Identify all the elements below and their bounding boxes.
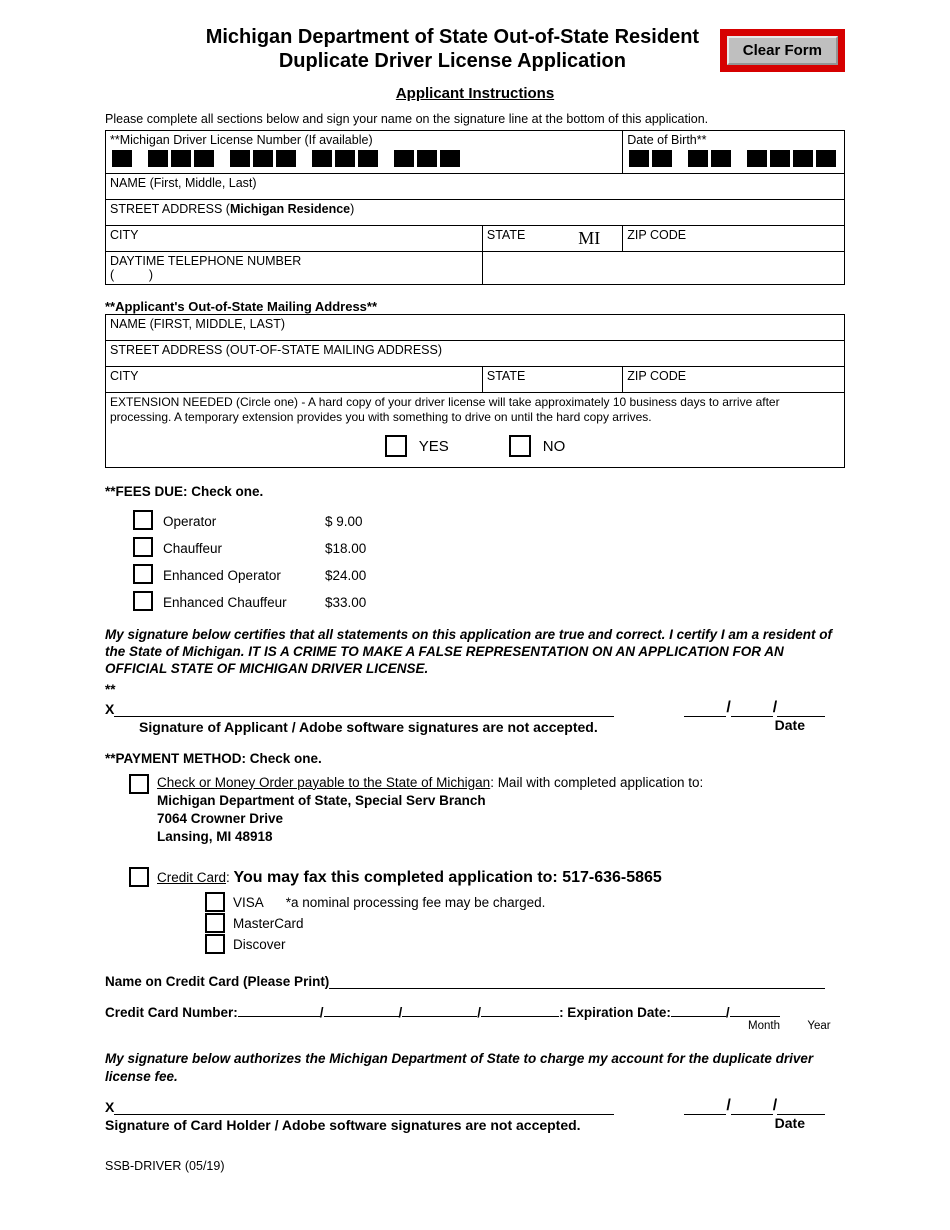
- fees-header: **FEES DUE: Check one.: [105, 484, 845, 499]
- fee-amount: $18.00: [321, 536, 370, 561]
- authorization-text: My signature below authorizes the Michig…: [105, 1050, 845, 1085]
- exp-month[interactable]: [671, 1016, 726, 1017]
- name-on-card-field[interactable]: [329, 974, 825, 989]
- cc-note: *a nominal processing fee may be charged…: [286, 895, 546, 910]
- zip-label: ZIP CODE: [627, 228, 686, 242]
- cc-visa-label: VISA: [233, 895, 264, 910]
- fee-chauffeur-checkbox[interactable]: [133, 537, 153, 557]
- cc-disc-checkbox[interactable]: [205, 934, 225, 954]
- name-on-card-row: Name on Credit Card (Please Print): [105, 974, 845, 989]
- fee-row: Operator $ 9.00: [129, 509, 370, 534]
- cc-seg-2[interactable]: [324, 1016, 399, 1017]
- fee-operator-checkbox[interactable]: [133, 510, 153, 530]
- header: Michigan Department of State Out-of-Stat…: [105, 25, 845, 73]
- exp-label: : Expiration Date:: [559, 1005, 671, 1020]
- cc-types: VISA *a nominal processing fee may be ch…: [205, 892, 845, 954]
- city-label: CITY: [110, 228, 138, 242]
- sig1-caption: Signature of Applicant / Adobe software …: [139, 719, 598, 735]
- title-line-2: Duplicate Driver License Application: [195, 49, 710, 73]
- fee-amount: $24.00: [321, 563, 370, 588]
- extension-text: EXTENSION NEEDED (Circle one) - A hard c…: [110, 395, 840, 425]
- cc-visa-checkbox[interactable]: [205, 892, 225, 912]
- fee-row: Enhanced Chauffeur $33.00: [129, 590, 370, 615]
- license-boxes[interactable]: [110, 147, 618, 171]
- signature-line-2: X / /: [105, 1097, 845, 1115]
- title-line-1: Michigan Department of State Out-of-Stat…: [195, 25, 710, 49]
- cc-seg-1[interactable]: [238, 1016, 320, 1017]
- signature-x: X: [105, 701, 114, 717]
- signature2-x: X: [105, 1099, 114, 1115]
- sig2-caption: Signature of Card Holder / Adobe softwar…: [105, 1117, 581, 1133]
- fee-label: Enhanced Chauffeur: [159, 590, 319, 615]
- date1-caption: Date: [775, 717, 805, 735]
- signature-line-1: X / /: [105, 699, 845, 717]
- oos-header: **Applicant's Out-of-State Mailing Addre…: [105, 299, 845, 314]
- oos-state-label: STATE: [487, 369, 525, 383]
- state-value: MI: [578, 228, 600, 249]
- subheader: Applicant Instructions: [105, 85, 845, 102]
- cc-disc-label: Discover: [233, 937, 286, 952]
- cc-seg-3[interactable]: [402, 1016, 477, 1017]
- signature2-underline[interactable]: [114, 1114, 614, 1115]
- name-label: NAME (First, Middle, Last): [110, 176, 257, 190]
- certification-text: My signature below certifies that all st…: [105, 627, 845, 678]
- fee-label: Chauffeur: [159, 536, 319, 561]
- fees-table: Operator $ 9.00 Chauffeur $18.00 Enhance…: [127, 507, 372, 617]
- oos-name-label: NAME (FIRST, MIDDLE, LAST): [110, 317, 285, 331]
- phone-label: DAYTIME TELEPHONE NUMBER: [110, 254, 301, 268]
- pay-cc-row: Credit Card: You may fax this completed …: [129, 867, 845, 889]
- extension-choice: YES NO: [110, 425, 840, 465]
- cert-stars: **: [105, 682, 845, 697]
- fee-row: Chauffeur $18.00: [129, 536, 370, 561]
- fee-label: Enhanced Operator: [159, 563, 319, 588]
- pay-cc-checkbox[interactable]: [129, 867, 149, 887]
- pay-cc-text: Credit Card: You may fax this completed …: [157, 867, 662, 889]
- fee-echauffeur-checkbox[interactable]: [133, 591, 153, 611]
- pay-check-checkbox[interactable]: [129, 774, 149, 794]
- date2-d[interactable]: [731, 1114, 773, 1115]
- cc-seg-4[interactable]: [481, 1016, 559, 1017]
- applicant-table: **Michigan Driver License Number (If ava…: [105, 130, 845, 285]
- oos-city-label: CITY: [110, 369, 138, 383]
- dob-label: Date of Birth**: [627, 133, 840, 147]
- exp-year[interactable]: [730, 1016, 780, 1017]
- cc-mc-label: MasterCard: [233, 916, 304, 931]
- fee-amount: $ 9.00: [321, 509, 370, 534]
- ext-no-checkbox[interactable]: [509, 435, 531, 457]
- year-label: Year: [793, 1020, 845, 1032]
- date-m[interactable]: [684, 716, 726, 717]
- clear-form-button[interactable]: Clear Form: [727, 36, 838, 65]
- street-label: STREET ADDRESS (Michigan Residence): [110, 202, 354, 216]
- clear-button-frame: Clear Form: [720, 29, 845, 72]
- date2-m[interactable]: [684, 1114, 726, 1115]
- ext-no-label: NO: [543, 438, 566, 455]
- state-label: STATE: [487, 228, 525, 249]
- ext-yes-label: YES: [419, 438, 449, 455]
- form-id: SSB-DRIVER (05/19): [105, 1159, 845, 1173]
- fee-row: Enhanced Operator $24.00: [129, 563, 370, 588]
- oos-zip-label: ZIP CODE: [627, 369, 686, 383]
- date2-caption: Date: [775, 1115, 805, 1133]
- pay-check-text: Check or Money Order payable to the Stat…: [157, 774, 703, 847]
- page: Michigan Department of State Out-of-Stat…: [0, 0, 950, 1230]
- fee-amount: $33.00: [321, 590, 370, 615]
- cc-number-label: Credit Card Number:: [105, 1005, 238, 1020]
- date-d[interactable]: [731, 716, 773, 717]
- payment-header: **PAYMENT METHOD: Check one.: [105, 751, 845, 766]
- oos-table: NAME (FIRST, MIDDLE, LAST) STREET ADDRES…: [105, 314, 845, 468]
- ext-yes-checkbox[interactable]: [385, 435, 407, 457]
- fee-label: Operator: [159, 509, 319, 534]
- cc-mc-checkbox[interactable]: [205, 913, 225, 933]
- name-on-card-label: Name on Credit Card (Please Print): [105, 974, 329, 989]
- month-label: Month: [735, 1020, 793, 1032]
- pay-check-row: Check or Money Order payable to the Stat…: [129, 774, 845, 847]
- instructions: Please complete all sections below and s…: [105, 112, 845, 126]
- page-title: Michigan Department of State Out-of-Stat…: [195, 25, 710, 73]
- oos-street-label: STREET ADDRESS (OUT-OF-STATE MAILING ADD…: [110, 343, 442, 357]
- dob-boxes[interactable]: [627, 147, 840, 171]
- cc-number-row: Credit Card Number: / / / : Expiration D…: [105, 1005, 845, 1020]
- license-label: **Michigan Driver License Number (If ava…: [110, 133, 618, 147]
- signature-underline[interactable]: [114, 716, 614, 717]
- fee-eoperator-checkbox[interactable]: [133, 564, 153, 584]
